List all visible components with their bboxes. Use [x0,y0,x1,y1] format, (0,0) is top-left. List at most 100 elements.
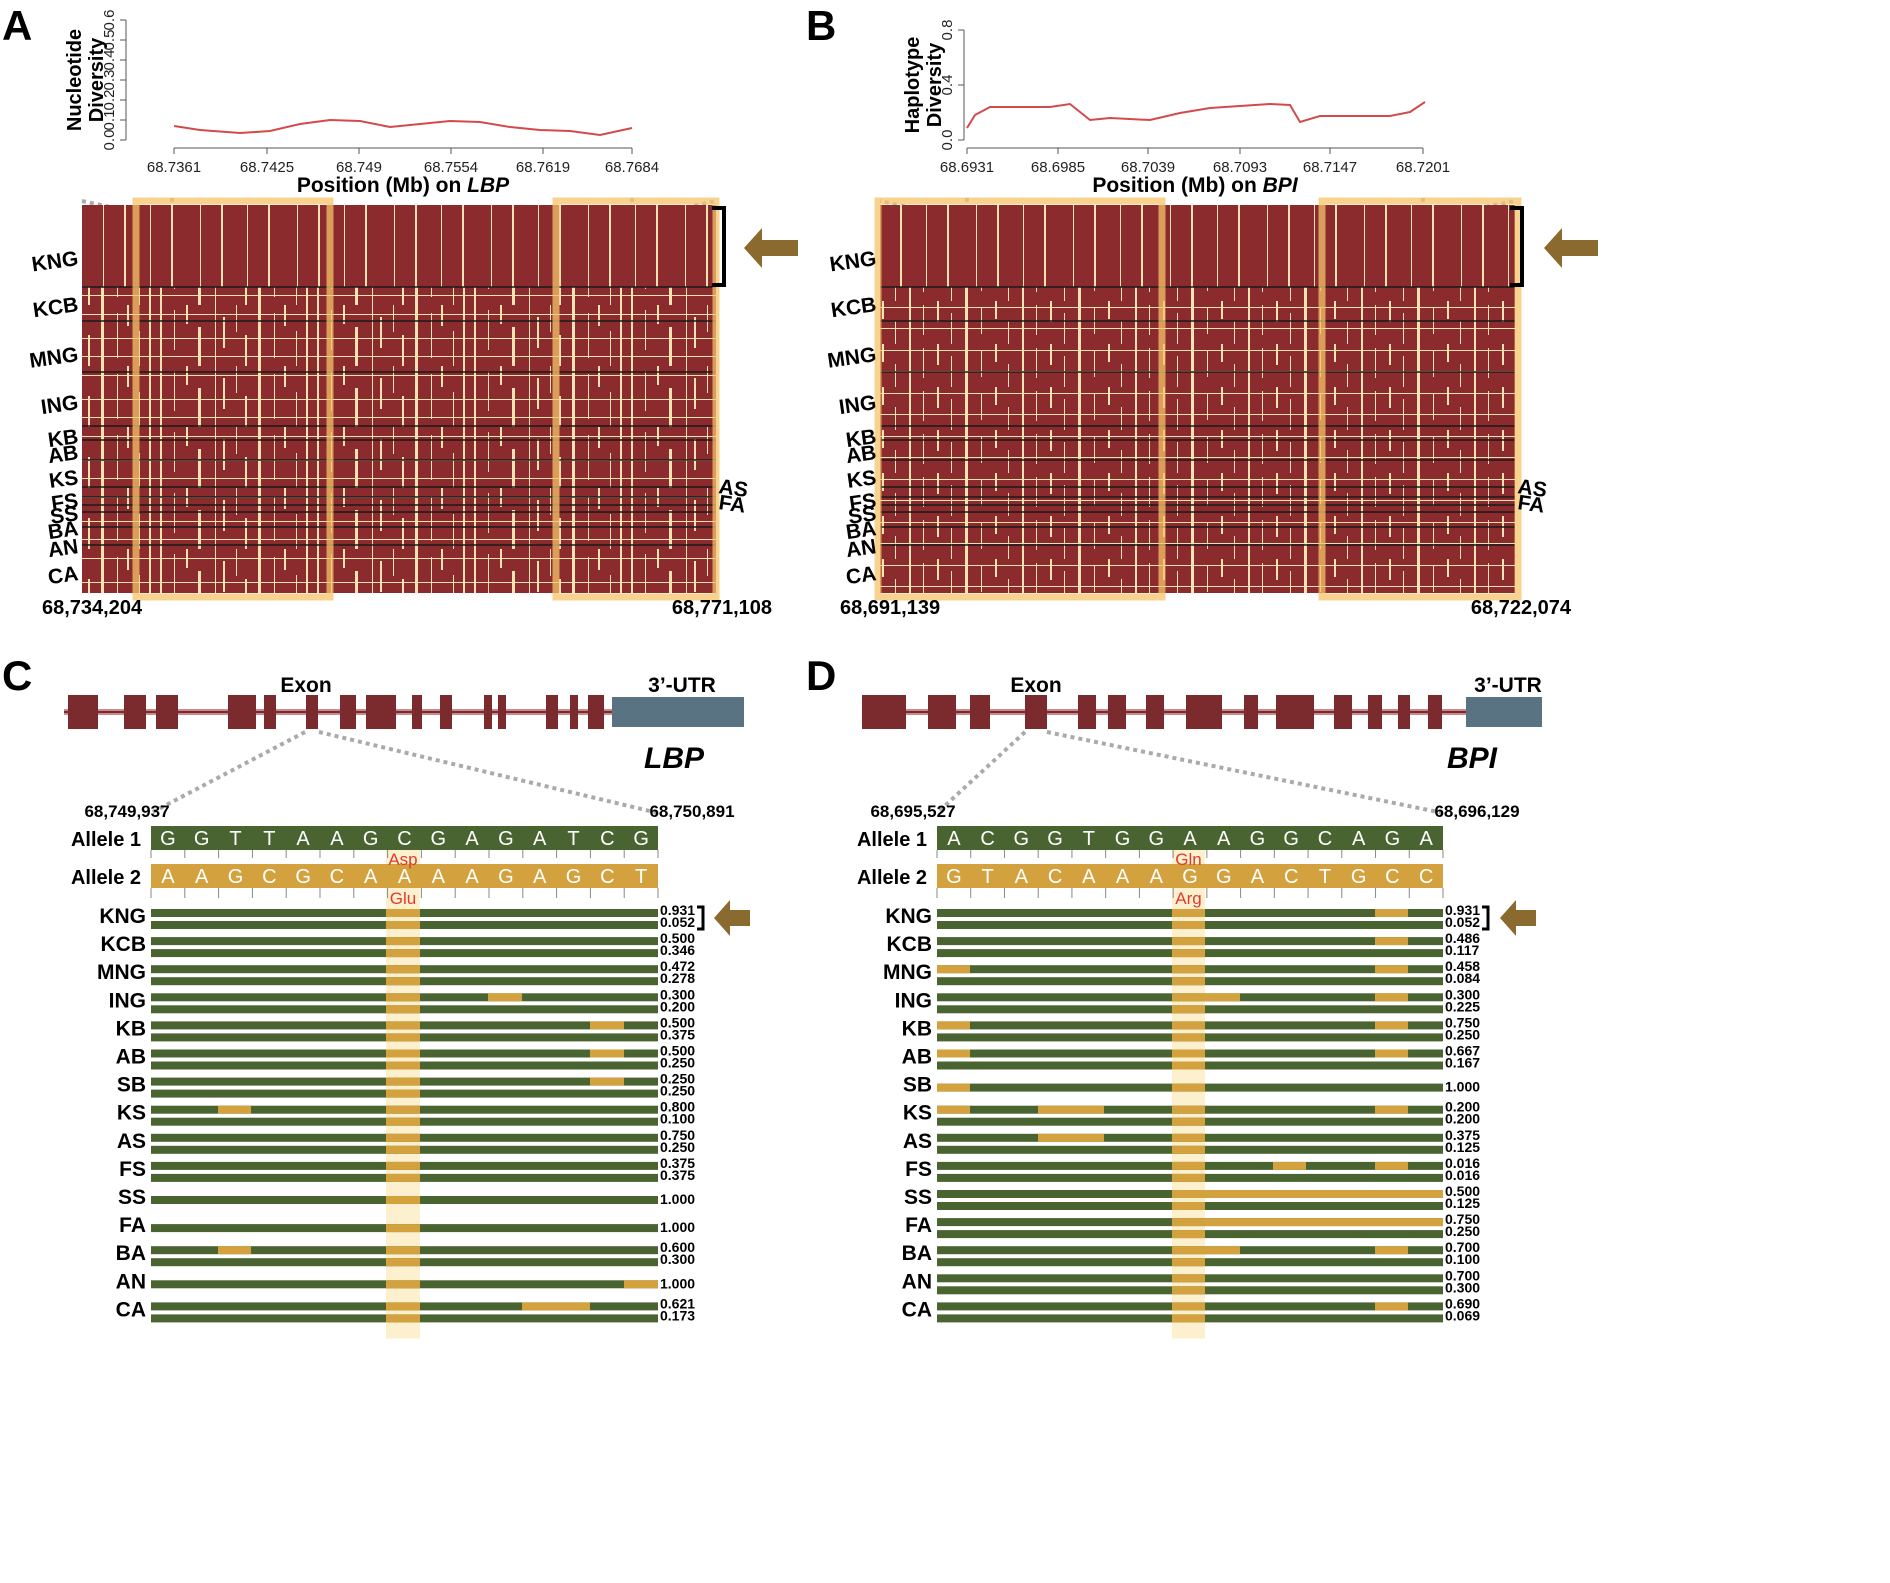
population-label: AN [902,1270,932,1293]
y-tick-label: 0.4 [939,75,956,96]
zoom-guide [935,730,1027,815]
haplotype-frequency: 0.700 [1445,1267,1480,1283]
variant-cell [218,1105,251,1114]
population-label: FA [119,1214,146,1237]
variant-cell [1240,1190,1443,1198]
exon-block [862,695,906,729]
start-position: 68,749,937 [84,802,169,821]
intron-core [64,711,612,713]
haplotype-frequency: 0.100 [1445,1251,1480,1267]
variant-cell [624,1280,658,1289]
haplotype-frequency: 0.300 [1445,1279,1480,1295]
snp-allele-cell [1172,1314,1205,1323]
amino-acid-2: Arg [1175,889,1201,908]
zoom-guide [318,730,659,815]
haplotype-frequency: 0.250 [660,1139,695,1155]
snp-allele-cell [1172,1302,1205,1311]
variant-cell [218,1246,251,1255]
haplotype-frequency: 0.621 [660,1295,695,1311]
region-highlight-box [552,197,720,601]
exon-block [1368,695,1382,729]
population-label: ING [109,989,146,1012]
population-label: KCB [31,293,79,322]
exon-block [1276,695,1314,729]
haplotype-frequency: 0.052 [1445,914,1480,930]
population-label: AS [117,1130,146,1153]
variant-cell [1375,1246,1408,1255]
haplotype-frequency: 0.200 [660,998,695,1014]
amino-acid-1: Asp [388,850,417,869]
kng-bracket [1482,905,1490,931]
x-tick-label: 68.6985 [1031,159,1085,176]
exon-block [1186,695,1222,729]
allele1-base: G [1148,828,1164,850]
variant-cell [1375,965,1408,974]
snp-allele-cell [386,1224,420,1233]
snp-allele-cell [386,1005,420,1014]
y-axis-label: Haplotype [902,37,924,134]
population-label-right: FA [1516,491,1546,518]
allele2-base: A [195,866,209,888]
snp-allele-cell [1172,1202,1205,1210]
diversity-line-A [173,118,633,137]
population-label: BA [46,517,79,544]
x-tick-label: 68.7361 [147,159,201,176]
variant-cell [937,965,970,974]
exon-block [156,695,178,729]
start-position: 68,734,204 [42,597,143,619]
population-label: KCB [887,933,933,956]
population-label: KB [46,425,79,452]
arrow-icon [1500,900,1536,936]
exon-block [366,695,396,729]
haplotype-frequency: 0.125 [1445,1139,1480,1155]
population-label: SS [904,1186,932,1209]
allele1-base: G [1115,828,1131,850]
diversity-line-B [966,101,1426,129]
population-label: KS [903,1102,932,1125]
population-label: AN [844,535,877,562]
snp-allele-cell [386,1161,420,1170]
haplotype-frequency: 0.117 [1445,942,1479,958]
allele2-base: G [498,866,514,888]
exon-block [306,695,318,729]
snp-allele-cell [386,949,420,958]
allele1-base: C [397,828,411,850]
variant-cell [1375,1021,1408,1030]
exon-block [1025,695,1047,729]
exon-block [440,695,452,729]
allele1-base: A [1419,828,1433,850]
y-tick-label: 0.1 [101,110,118,131]
haplotype-frequency: 0.167 [1445,1055,1480,1071]
allele2-base: C [1385,866,1399,888]
population-label: KS [117,1102,146,1125]
allele1-bar [937,826,1443,850]
allele1-base: C [980,828,994,850]
variant-cell [522,1302,590,1311]
population-label: CA [116,1298,146,1321]
y-axis-label: Diversity [924,42,946,127]
allele1-base: A [533,828,547,850]
variant-cell [937,1083,970,1092]
haplotype-frequency: 0.800 [660,1099,695,1115]
snp-allele-cell [1172,1021,1205,1030]
haplotype-frequency: 0.458 [1445,958,1480,974]
region-highlight-box [874,197,1166,601]
x-tick-label: 68.7619 [516,159,570,176]
utr-label: 3’-UTR [1474,674,1542,697]
allele2-label: Allele 2 [857,867,927,889]
exon-block [928,695,956,729]
snp-allele-cell [1172,1246,1205,1255]
snp-allele-cell [386,1314,420,1323]
population-label-right: AS [717,475,749,502]
snp-allele-cell [386,1049,420,1058]
snp-allele-cell [1172,1005,1205,1014]
population-label: FS [50,489,80,516]
allele1-base: A [1352,828,1366,850]
haplotype-frequency: 1.000 [660,1219,695,1235]
variant-cell [937,1105,970,1114]
population-label: KCB [829,293,877,322]
population-label: BA [116,1242,146,1265]
kng-bracket [697,905,705,931]
haplotype-frequency: 0.173 [660,1307,695,1323]
allele2-base: C [1048,866,1062,888]
